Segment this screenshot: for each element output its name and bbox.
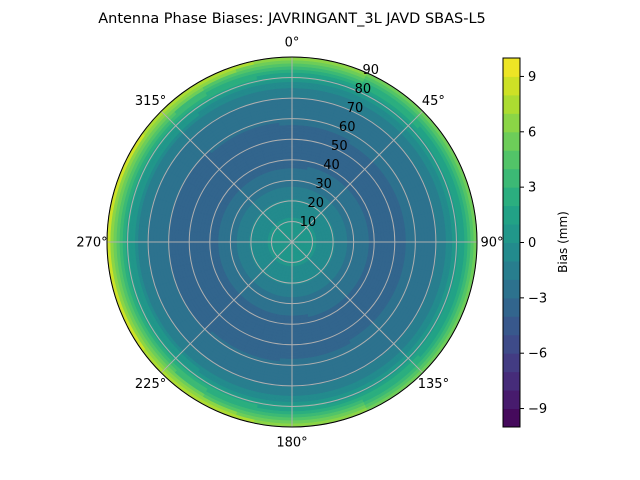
contour-cell <box>291 192 298 197</box>
angle-tick-label: 180° <box>276 436 307 451</box>
contour-cell <box>291 278 297 283</box>
angle-tick-label: 90° <box>480 236 503 251</box>
contour-cell <box>328 237 333 243</box>
contour-cell <box>286 284 293 289</box>
contour-cell <box>242 236 247 243</box>
colorbar-level <box>503 131 520 151</box>
contour-cell <box>291 195 298 200</box>
angle-tick-label: 270° <box>76 236 107 251</box>
colorbar-level <box>503 76 520 96</box>
colorbar-level <box>503 168 520 188</box>
contour-cell <box>291 275 297 280</box>
colorbar-level <box>503 353 520 373</box>
contour-cell <box>328 241 333 247</box>
radial-tick-label: 60 <box>339 120 356 135</box>
colorbar: −9 −6 −3 0 3 6 9 <box>502 57 547 428</box>
colorbar-level <box>503 187 520 207</box>
contour-cell <box>337 236 342 243</box>
radial-tick-label: 40 <box>323 158 340 173</box>
angle-tick-label: 0° <box>285 36 300 51</box>
radial-tick-label: 20 <box>307 196 324 211</box>
radial-tick-label: 80 <box>355 82 372 97</box>
colorbar-level <box>503 205 520 225</box>
contour-cell <box>251 241 256 247</box>
contour-cell <box>257 241 262 246</box>
colorbar-level <box>503 279 520 299</box>
contour-cell <box>334 236 339 243</box>
contour-cell <box>286 287 293 292</box>
contour-cell <box>291 204 297 209</box>
contour-cell <box>291 287 298 292</box>
contour-cell <box>245 236 250 243</box>
radial-tick-label: 90 <box>363 63 380 78</box>
contour-cell <box>288 207 293 212</box>
colorbar-level <box>503 94 520 114</box>
colorbar-label: Bias (mm) <box>556 211 570 273</box>
contour-cell <box>291 284 298 289</box>
contour-cell <box>286 195 293 200</box>
colorbar-tick-label: −3 <box>528 291 547 306</box>
colorbar-tick-label: 3 <box>528 181 536 196</box>
angle-tick-label: 225° <box>135 377 166 392</box>
contour-cell <box>287 275 293 280</box>
contour-cell <box>325 237 330 243</box>
contour-cell <box>287 278 293 283</box>
contour-cell <box>254 237 259 243</box>
colorbar-level <box>503 260 520 280</box>
angle-tick-label: 45° <box>422 94 445 109</box>
contour-cell <box>322 238 327 243</box>
colorbar-level <box>503 390 520 410</box>
radial-tick-label: 30 <box>315 177 332 192</box>
angle-tick-label: 315° <box>135 94 166 109</box>
colorbar-level <box>503 316 520 336</box>
radial-tick-label: 10 <box>300 215 317 230</box>
radial-tick-label: 70 <box>347 101 364 116</box>
colorbar-level <box>503 371 520 391</box>
contour-cell <box>287 204 293 209</box>
radial-tick-label: 50 <box>331 139 348 154</box>
colorbar-level <box>503 334 520 354</box>
contour-cell <box>286 192 293 197</box>
contour-cell <box>291 201 297 206</box>
colorbar-tick-label: 0 <box>528 236 536 251</box>
chart-title: Antenna Phase Biases: JAVRINGANT_3L JAVD… <box>98 11 486 27</box>
contour-cell <box>334 241 339 248</box>
colorbar-level <box>503 58 520 77</box>
contour-cell <box>287 201 293 206</box>
colorbar-level <box>503 242 520 262</box>
colorbar-level <box>503 150 520 170</box>
contour-cell <box>291 272 296 277</box>
polar-grid <box>106 56 478 428</box>
colorbar-level <box>503 113 520 133</box>
contour-cell <box>254 241 259 247</box>
colorbar-tick-label: −6 <box>528 347 547 362</box>
colorbar-tick-label: 9 <box>528 70 536 85</box>
colorbar-tick-label: 6 <box>528 125 536 140</box>
angle-tick-label: 135° <box>418 377 449 392</box>
contour-cell <box>251 237 256 243</box>
colorbar-level <box>503 224 520 243</box>
contour-cell <box>337 241 342 248</box>
colorbar-level <box>503 297 520 317</box>
contour-cell <box>245 241 250 248</box>
colorbar-level <box>503 408 520 428</box>
contour-cell <box>325 241 330 247</box>
colorbar-tick-label: −9 <box>528 402 547 417</box>
contour-cell <box>242 241 247 248</box>
